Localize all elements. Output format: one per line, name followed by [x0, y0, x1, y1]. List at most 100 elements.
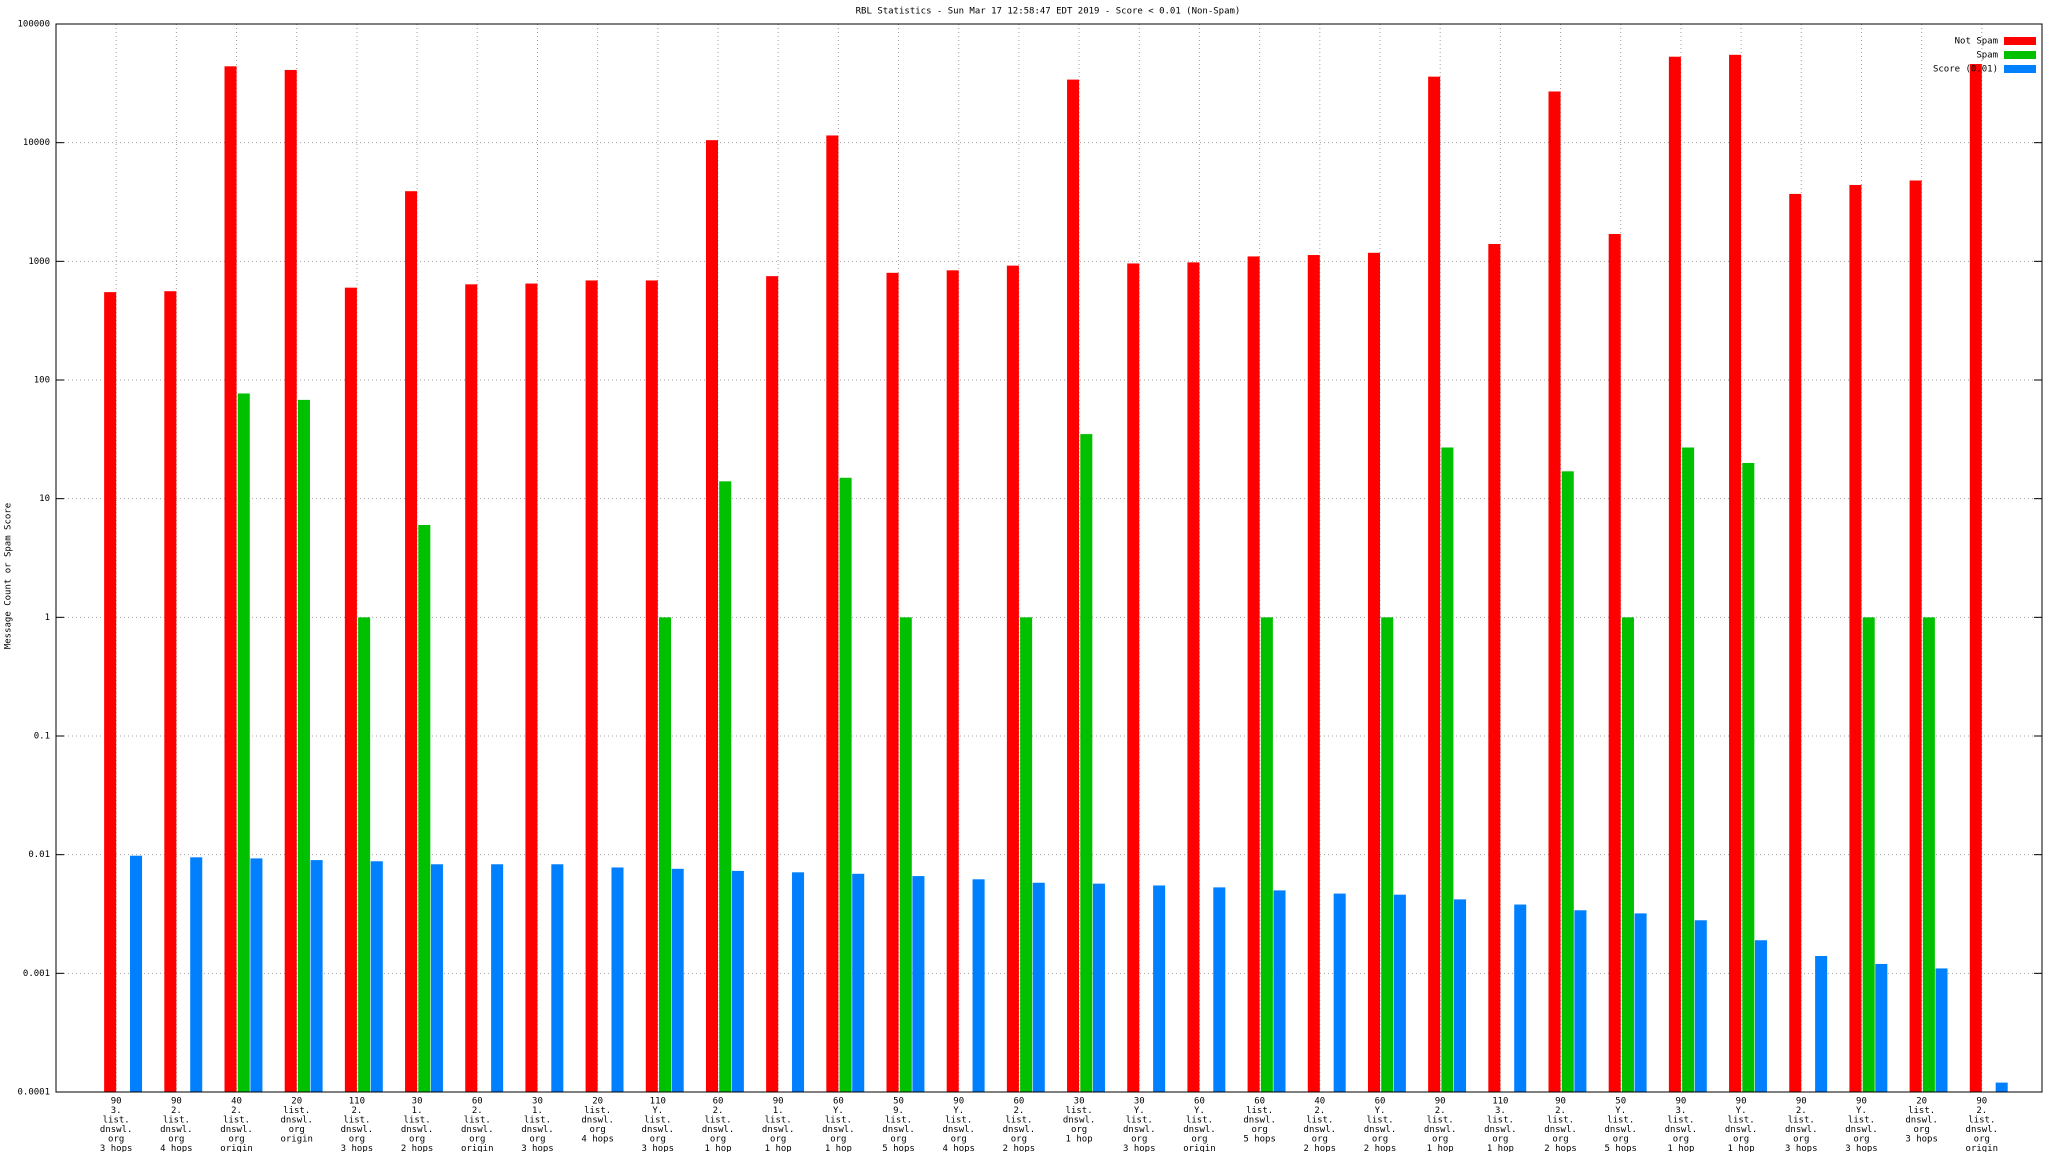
x-tick-label: 1 hop [1066, 1135, 1093, 1145]
legend-swatch [2004, 65, 2036, 73]
bar [792, 872, 805, 1092]
x-tick-label: org [1131, 1135, 1147, 1145]
bar [1006, 265, 1019, 1093]
bar [491, 864, 504, 1092]
x-tick-label: 2 hops [1304, 1144, 1337, 1152]
x-tick-label: list. [1186, 1116, 1213, 1126]
x-tick-label: dnswl. [100, 1125, 133, 1135]
x-tick-label: Y. [1375, 1106, 1386, 1116]
x-tick-label: 60 [1013, 1097, 1024, 1107]
bar [358, 617, 371, 1092]
bar [766, 276, 779, 1092]
x-tick-label: 90 [1435, 1097, 1446, 1107]
x-tick-label: 1 hop [1487, 1144, 1514, 1152]
y-tick-label: 100 [34, 376, 50, 386]
x-tick-label: Y. [1736, 1106, 1747, 1116]
x-tick-label: list. [103, 1116, 130, 1126]
bar [418, 524, 431, 1092]
x-tick-label: org [1552, 1135, 1568, 1145]
x-tick-label: 60 [713, 1097, 724, 1107]
x-tick-label: 90 [1796, 1097, 1807, 1107]
x-tick-label: org [1974, 1135, 1990, 1145]
x-tick-label: 4 hops [160, 1144, 193, 1152]
x-tick-label: 40 [1314, 1097, 1325, 1107]
x-tick-label: 50 [893, 1097, 904, 1107]
x-tick-label: 2 hops [1364, 1144, 1397, 1152]
x-tick-label: org [1191, 1135, 1207, 1145]
x-tick-label: dnswl. [341, 1125, 374, 1135]
bar [886, 272, 899, 1092]
x-tick-label: list. [223, 1116, 250, 1126]
x-tick-label: 2. [1314, 1106, 1325, 1116]
x-tick-label: 1 hop [1427, 1144, 1454, 1152]
bar [731, 870, 744, 1092]
x-tick-label: list. [1908, 1106, 1935, 1116]
bar [1247, 256, 1260, 1092]
x-tick-label: dnswl. [1484, 1125, 1517, 1135]
x-tick-label: list. [1968, 1116, 1995, 1126]
x-tick-label: list. [885, 1116, 912, 1126]
bar [1273, 890, 1286, 1092]
x-tick-label: 3 hops [341, 1144, 374, 1152]
bar [1153, 885, 1166, 1092]
x-tick-label: dnswl. [1544, 1125, 1577, 1135]
x-tick-label: 5 hops [882, 1144, 915, 1152]
x-tick-label: dnswl. [1003, 1125, 1036, 1135]
x-tick-label: 5 hops [1604, 1144, 1637, 1152]
x-tick-label: list. [1306, 1116, 1333, 1126]
x-tick-label: dnswl. [1243, 1116, 1276, 1126]
x-tick-label: Y. [1856, 1106, 1867, 1116]
x-tick-label: 60 [472, 1097, 483, 1107]
x-tick-label: 3 hops [1785, 1144, 1818, 1152]
x-tick-label: origin [461, 1144, 494, 1152]
x-tick-label: dnswl. [1905, 1116, 1938, 1126]
x-tick-label: org [1853, 1135, 1869, 1145]
x-tick-label: list. [1126, 1116, 1153, 1126]
bar [130, 855, 143, 1092]
x-tick-label: dnswl. [1183, 1125, 1216, 1135]
x-tick-label: 90 [1856, 1097, 1867, 1107]
x-tick-label: origin [220, 1144, 253, 1152]
bar [1213, 887, 1226, 1092]
x-tick-label: org [529, 1135, 545, 1145]
x-tick-label: 4 hops [942, 1144, 975, 1152]
x-tick-label: 30 [532, 1097, 543, 1107]
x-tick-label: list. [1848, 1116, 1875, 1126]
x-tick-label: org [590, 1125, 606, 1135]
x-tick-label: Y. [1134, 1106, 1145, 1116]
x-tick-label: 60 [833, 1097, 844, 1107]
bar [1969, 64, 1982, 1092]
bar [1393, 894, 1406, 1092]
x-tick-label: 1 hop [825, 1144, 852, 1152]
bar [1260, 617, 1273, 1092]
x-tick-label: dnswl. [1785, 1125, 1818, 1135]
x-tick-label: 1 hop [704, 1144, 731, 1152]
x-tick-label: dnswl. [1725, 1125, 1758, 1135]
x-tick-label: list. [343, 1116, 370, 1126]
x-tick-label: 5 hops [1243, 1135, 1276, 1145]
plot-border [55, 23, 2043, 1093]
bar [224, 66, 237, 1092]
x-tick-label: 3 hops [642, 1144, 675, 1152]
x-tick-label: list. [945, 1116, 972, 1126]
x-tick-label: list. [464, 1116, 491, 1126]
bar [705, 140, 718, 1092]
bar [946, 270, 959, 1092]
y-tick-label: 1 [45, 613, 50, 623]
x-tick-label: dnswl. [581, 1116, 614, 1126]
x-tick-label: org [1432, 1135, 1448, 1145]
y-tick-label: 10000 [23, 138, 50, 148]
bar [1815, 955, 1828, 1092]
bar [839, 477, 852, 1092]
x-tick-label: dnswl. [1424, 1125, 1457, 1135]
y-tick-label: 0.01 [28, 850, 50, 860]
bar [1875, 963, 1888, 1092]
x-tick-label: 2. [231, 1106, 242, 1116]
x-tick-label: list. [1728, 1116, 1755, 1126]
bar [1333, 893, 1346, 1092]
legend-swatch [2004, 51, 2036, 59]
x-tick-label: list. [524, 1116, 551, 1126]
bar [852, 873, 865, 1092]
bar [1621, 617, 1634, 1092]
